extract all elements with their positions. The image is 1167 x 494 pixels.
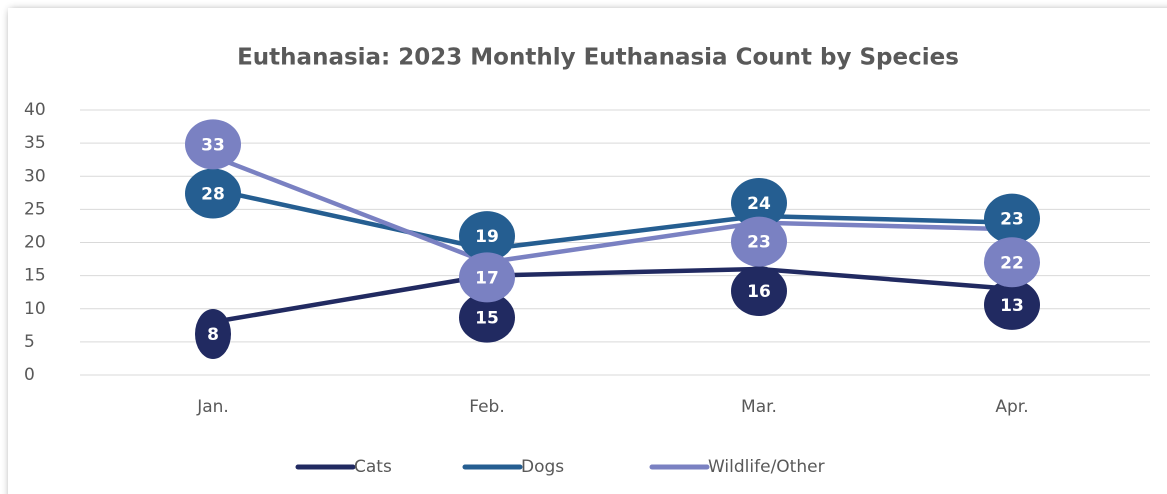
y-tick-label: 5 (24, 332, 35, 352)
data-label: 15 (475, 309, 499, 329)
chart-title: Euthanasia: 2023 Monthly Euthanasia Coun… (237, 45, 959, 71)
data-label-bubble (185, 168, 241, 219)
x-tick-label: Jan. (196, 397, 229, 417)
chart-frame (8, 8, 1167, 494)
legend-label: Dogs (521, 457, 564, 477)
data-label-bubble (459, 252, 515, 303)
data-label-bubble (185, 119, 241, 170)
series-line (212, 187, 1013, 252)
data-label: 22 (1000, 253, 1024, 273)
y-tick-label: 35 (24, 133, 46, 153)
data-label: 24 (747, 194, 771, 214)
data-label: 28 (201, 185, 225, 205)
data-label: 16 (747, 282, 771, 302)
data-label-bubble (195, 309, 231, 359)
data-label: 23 (1000, 210, 1024, 230)
y-tick-label: 25 (24, 199, 46, 219)
data-label-bubble (731, 266, 787, 316)
series-line (212, 266, 1013, 325)
data-label-bubble (731, 178, 787, 228)
data-label: 33 (201, 135, 225, 155)
data-label: 8 (207, 325, 219, 345)
data-label-bubble (459, 211, 515, 262)
x-tick-label: Apr. (995, 397, 1028, 417)
data-label: 23 (747, 233, 771, 253)
y-tick-label: 20 (24, 233, 46, 253)
x-tick-label: Mar. (741, 397, 777, 417)
y-tick-label: 40 (24, 100, 46, 120)
data-label-bubble (984, 279, 1040, 330)
data-label-bubble (984, 237, 1040, 288)
data-label-bubble (459, 292, 515, 343)
y-tick-label: 0 (24, 365, 35, 385)
legend-label: Cats (354, 457, 392, 477)
data-label: 17 (475, 268, 499, 288)
x-tick-label: Feb. (469, 397, 505, 417)
data-label: 19 (475, 227, 499, 247)
series-line (212, 154, 1013, 265)
data-label-bubble (984, 193, 1040, 244)
y-tick-label: 10 (24, 299, 46, 319)
data-label-bubble (731, 216, 787, 267)
y-tick-label: 30 (24, 166, 46, 186)
data-label: 13 (1000, 296, 1024, 316)
y-tick-label: 15 (24, 266, 46, 286)
legend-label: Wildlife/Other (708, 457, 825, 477)
